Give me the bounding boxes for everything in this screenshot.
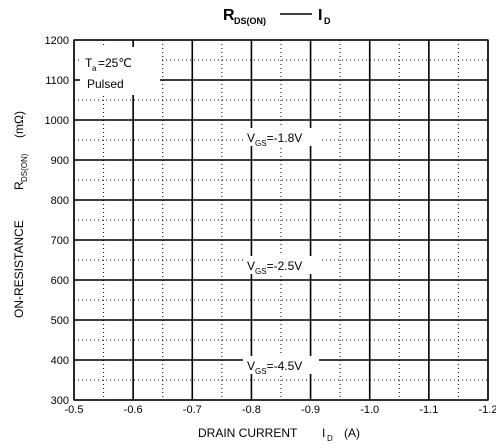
y-tick-label: 300 [51,395,69,407]
series-label-background [243,356,319,374]
y-axis-label-main: ON-RESISTANCE [12,220,26,318]
condition-temp-var: T [85,56,93,70]
series-label-text: VGS=-2.5V [247,259,302,276]
series-labels: VGS=-1.8V VGS=-2.5V VGS=-4.5V [243,128,319,376]
x-tick-label: -0.7 [183,404,202,416]
x-tick-label: -0.6 [124,404,143,416]
y-tick-label: 400 [51,355,69,367]
x-tick-label: -0.8 [242,404,261,416]
x-tick-label: -0.9 [301,404,320,416]
series-label: VGS=-4.5V [243,356,319,376]
condition-temp-value: =25℃ [98,56,132,70]
y-tick-label: 1200 [45,35,69,47]
x-tick-label: -1.2 [479,404,496,416]
series-label: VGS=-1.8V [243,128,319,148]
series-label-background [243,128,319,146]
series-label-text: VGS=-4.5V [247,359,302,376]
title-i-subscript: D [324,16,331,26]
x-axis-label: DRAIN CURRENT I D (A) [198,426,360,443]
x-tick-label: -1.0 [360,404,379,416]
y-tick-label: 600 [51,275,69,287]
y-axis-label-var: R [12,181,26,190]
title-r-subscript: DS(ON) [234,16,266,26]
x-axis-label-unit: (A) [344,426,360,440]
x-tick-label: -1.1 [419,404,438,416]
conditions-box: T a =25℃ Pulsed [80,47,160,95]
series-label-text: VGS=-1.8V [247,131,302,148]
x-tick-label: -0.5 [65,404,84,416]
x-axis-label-var: I [322,426,325,440]
y-tick-label: 700 [51,235,69,247]
condition-pulsed: Pulsed [87,77,124,91]
y-tick-label: 800 [51,195,69,207]
title-i: I [318,7,322,24]
y-tick-label: 500 [51,315,69,327]
title-r: R [223,7,235,24]
conditions-background [80,47,160,95]
condition-temp-sub: a [92,64,97,73]
y-axis-label-unit: (mΩ) [12,111,26,138]
y-tick-label: 1100 [45,75,69,87]
plot-frame [73,39,489,401]
chart-title: R DS(ON) I D [223,7,331,26]
x-axis-label-var-sub: D [327,434,333,443]
y-tick-label: 1000 [45,115,69,127]
y-axis-label: ON-RESISTANCE R DS(ON) (mΩ) [12,111,29,318]
y-axis-label-var-sub: DS(ON) [20,153,29,182]
series-label: VGS=-2.5V [243,256,319,276]
series-label-background [243,256,319,274]
y-tick-label: 900 [51,155,69,167]
tick-labels: -0.5 -0.6 -0.7 -0.8 -0.9 -1.0 -1.1 -1.2 300 400 50… [45,35,496,416]
x-axis-label-main: DRAIN CURRENT [198,426,298,440]
